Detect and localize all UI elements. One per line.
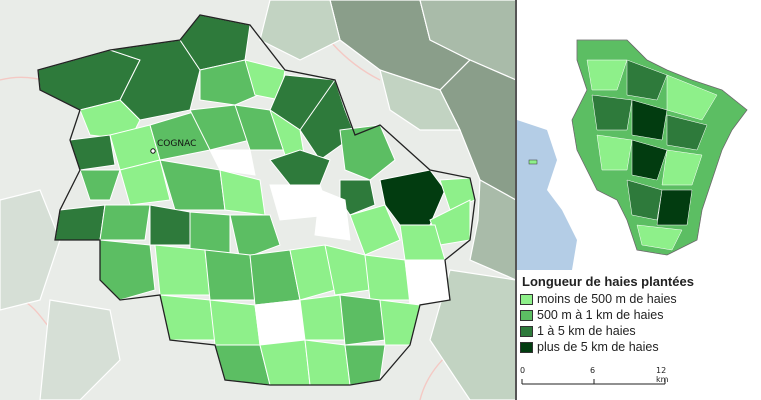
scale-tick-label: 12 km bbox=[656, 366, 669, 384]
legend-swatch bbox=[520, 341, 533, 353]
scale-bar: 0 6 12 km bbox=[520, 362, 670, 396]
legend-swatch bbox=[520, 309, 533, 321]
legend-item: 500 m à 1 km de haies bbox=[520, 308, 663, 322]
legend-item: plus de 5 km de haies bbox=[520, 340, 659, 354]
panel-divider bbox=[515, 0, 517, 400]
legend-item: 1 à 5 km de haies bbox=[520, 324, 636, 338]
department-communes bbox=[571, 39, 748, 256]
outside-communes bbox=[0, 0, 516, 400]
legend-label: plus de 5 km de haies bbox=[537, 340, 659, 354]
scale-tick-label: 0 bbox=[520, 366, 526, 375]
legend-swatch bbox=[520, 293, 533, 305]
study-area-communes bbox=[37, 14, 476, 386]
island bbox=[528, 159, 538, 165]
scale-tick-label: 6 bbox=[590, 366, 596, 375]
town-label: COGNAC bbox=[157, 139, 196, 149]
study-area-boundary bbox=[37, 14, 476, 386]
scale-bar-line bbox=[521, 379, 666, 385]
legend-swatch bbox=[520, 325, 533, 337]
town-marker: COGNAC bbox=[150, 139, 196, 154]
ocean bbox=[517, 120, 577, 270]
legend: Longueur de haies plantées moins de 500 … bbox=[520, 272, 758, 354]
legend-title: Longueur de haies plantées bbox=[522, 274, 694, 289]
legend-label: moins de 500 m de haies bbox=[537, 292, 677, 306]
legend-item: moins de 500 m de haies bbox=[520, 292, 677, 306]
department-boundary bbox=[571, 39, 748, 256]
inset-map bbox=[517, 0, 761, 270]
legend-label: 500 m à 1 km de haies bbox=[537, 308, 664, 322]
legend-label: 1 à 5 km de haies bbox=[537, 324, 636, 338]
main-map: COGNAC bbox=[0, 0, 516, 400]
